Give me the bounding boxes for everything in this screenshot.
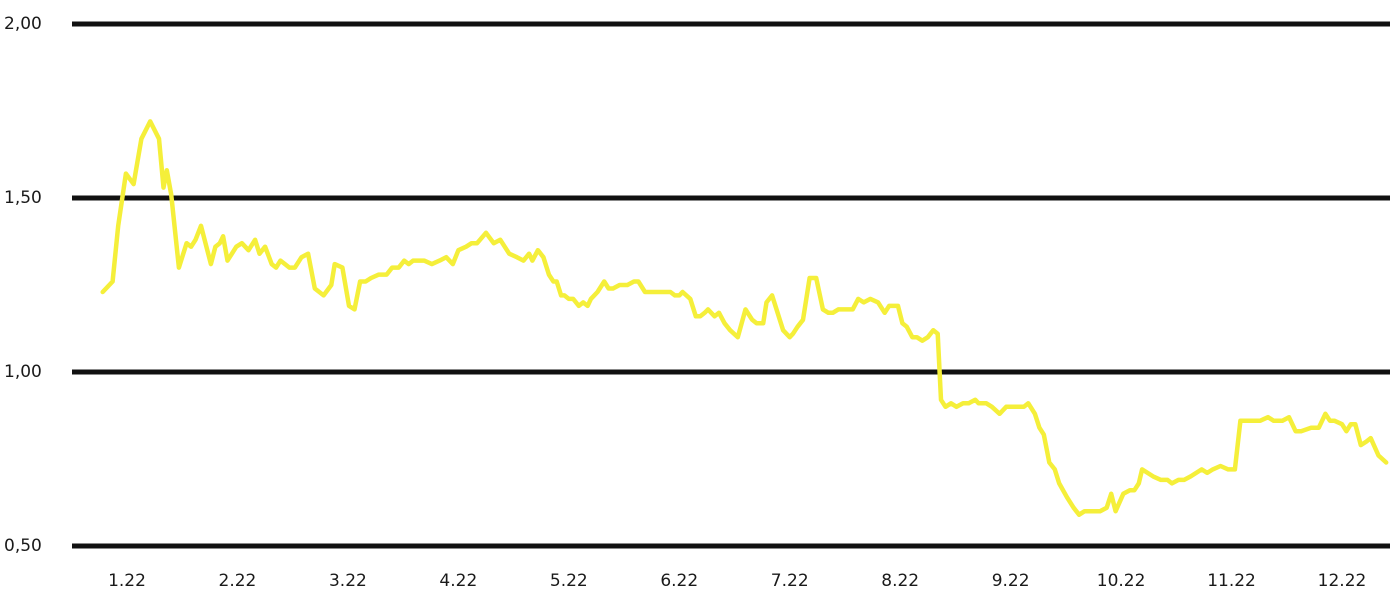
- x-tick-label: 1.22: [108, 571, 146, 591]
- x-tick-label: 4.22: [439, 571, 477, 591]
- y-axis-ticks: 2,00 1,50 1,00 0,50: [4, 14, 42, 556]
- series-line: [100, 119, 1389, 517]
- x-tick-label: 9.22: [992, 571, 1030, 591]
- x-tick-label: 6.22: [660, 571, 698, 591]
- y-tick-label: 1,50: [4, 188, 42, 208]
- x-tick-label: 12.22: [1318, 571, 1367, 591]
- y-tick-label: 1,00: [4, 362, 42, 382]
- x-tick-label: 8.22: [881, 571, 919, 591]
- x-tick-label: 3.22: [329, 571, 367, 591]
- x-tick-label: 5.22: [550, 571, 588, 591]
- x-tick-label: 11.22: [1207, 571, 1256, 591]
- x-tick-label: 7.22: [771, 571, 809, 591]
- x-axis-ticks: 1.22 2.22 3.22 4.22 5.22 6.22 7.22 8.22 9.22 10.2…: [108, 571, 1366, 591]
- y-tick-label: 2,00: [4, 14, 42, 34]
- series-layer: [100, 119, 1389, 517]
- gridlines: [72, 21, 1390, 549]
- x-tick-label: 2.22: [219, 571, 257, 591]
- y-tick-label: 0,50: [4, 536, 42, 556]
- x-tick-label: 10.22: [1097, 571, 1146, 591]
